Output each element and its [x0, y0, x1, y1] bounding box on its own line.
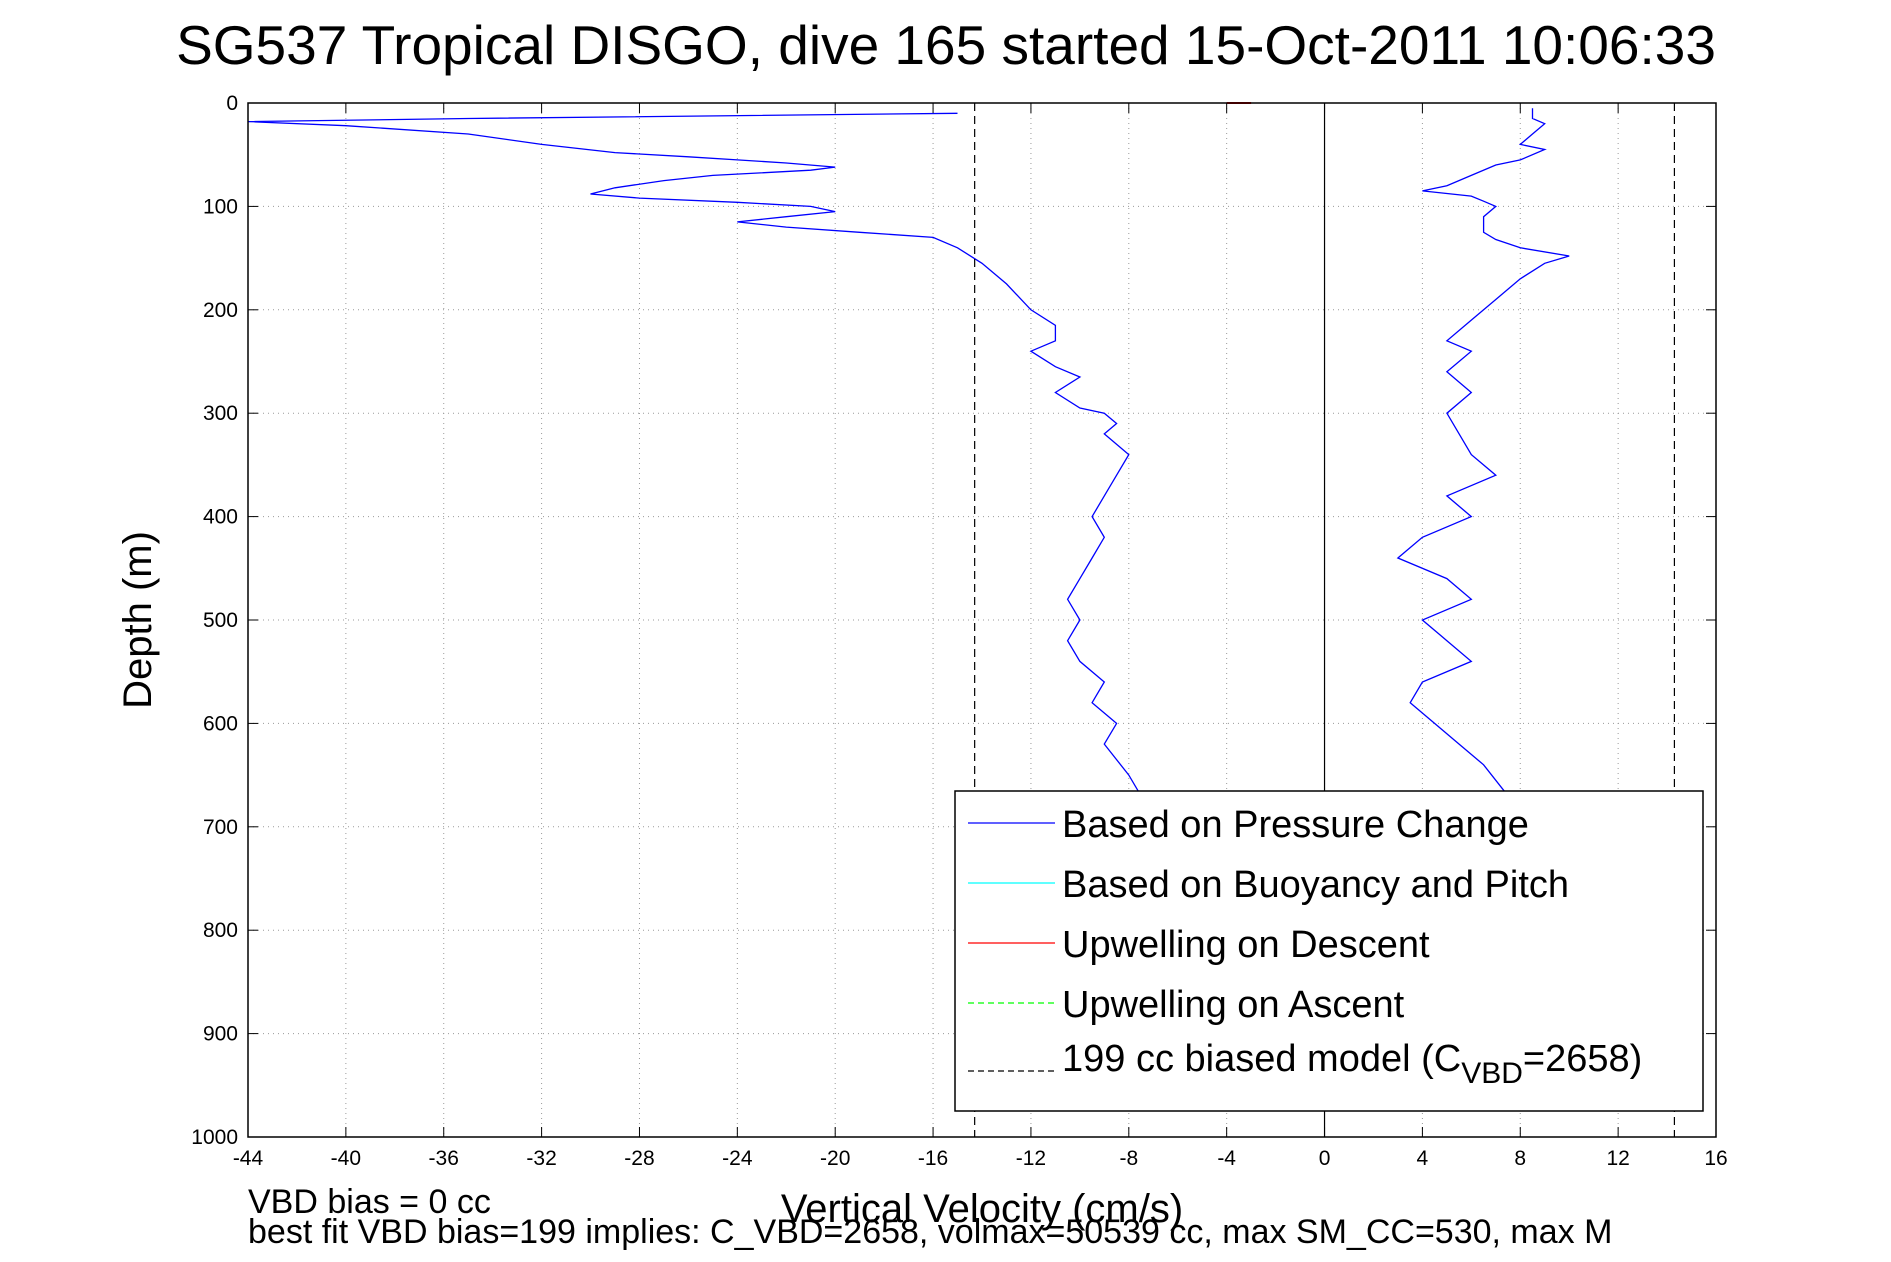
y-tick-label: 500: [203, 609, 238, 632]
x-tick-label: -36: [429, 1147, 459, 1170]
y-tick-label: 400: [203, 506, 238, 529]
legend-label-upwelling-ascent: Upwelling on Ascent: [1062, 984, 1405, 1026]
x-tick-label: 0: [1319, 1147, 1331, 1170]
x-tick-label: 16: [1704, 1147, 1727, 1170]
legend-label-biased-model-prefix: 199 cc biased model (C: [1062, 1038, 1461, 1080]
y-tick-label: 1000: [191, 1126, 238, 1149]
legend-label-biased-model-suffix: =2658): [1523, 1038, 1642, 1080]
y-tick-label: 0: [226, 92, 238, 115]
x-tick-label: 8: [1514, 1147, 1526, 1170]
x-tick-label: -4: [1217, 1147, 1236, 1170]
x-tick-label: -20: [820, 1147, 850, 1170]
x-tick-label: 4: [1417, 1147, 1429, 1170]
y-tick-label: 800: [203, 919, 238, 942]
x-tick-label: -28: [624, 1147, 654, 1170]
x-axis-label: Vertical Velocity (cm/s): [781, 1187, 1183, 1231]
legend-label-buoyancy-pitch: Based on Buoyancy and Pitch: [1062, 864, 1569, 906]
chart-title: SG537 Tropical DISGO, dive 165 started 1…: [176, 14, 1716, 76]
vbd-bias-note: VBD bias = 0 cc: [248, 1183, 491, 1221]
x-tick-label: -8: [1119, 1147, 1138, 1170]
x-tick-label: -40: [331, 1147, 361, 1170]
y-tick-label: 700: [203, 816, 238, 839]
y-axis-label: Depth (m): [116, 531, 160, 709]
pressure-change-descent-line: [247, 112, 1142, 797]
x-ticks: -44 -40 -36 -32 -28 -24 -20 -16 -12 -8 -4 0 4 8 12 16: [233, 103, 1728, 1170]
x-tick-label: -44: [233, 1147, 264, 1170]
y-tick-label: 200: [203, 299, 238, 322]
pressure-change-ascent-line: [1396, 108, 1570, 797]
x-tick-label: -12: [1016, 1147, 1046, 1170]
y-tick-label: 600: [203, 712, 238, 735]
y-tick-label: 300: [203, 402, 238, 425]
y-ticks: 0 100 200 300 400 500 600 700 800 900 1000: [191, 92, 1716, 1149]
y-tick-label: 100: [203, 195, 238, 218]
legend-box: [954, 790, 1704, 1112]
legend-label-biased-model: 199 cc biased model (CVBD=2658): [1062, 1038, 1642, 1090]
y-tick-label: 900: [203, 1023, 238, 1046]
x-tick-label: -32: [526, 1147, 556, 1170]
legend-label-biased-model-sub: VBD: [1461, 1057, 1523, 1090]
legend-label-upwelling-descent: Upwelling on Descent: [1062, 924, 1430, 966]
x-tick-label: 12: [1606, 1147, 1629, 1170]
legend: Based on Pressure Change Based on Buoyan…: [954, 790, 1704, 1112]
best-fit-note: best fit VBD bias=199 implies: C_VBD=265…: [248, 1213, 1612, 1251]
legend-label-pressure-change: Based on Pressure Change: [1062, 804, 1529, 846]
x-tick-label: -24: [722, 1147, 753, 1170]
x-tick-label: -16: [918, 1147, 948, 1170]
